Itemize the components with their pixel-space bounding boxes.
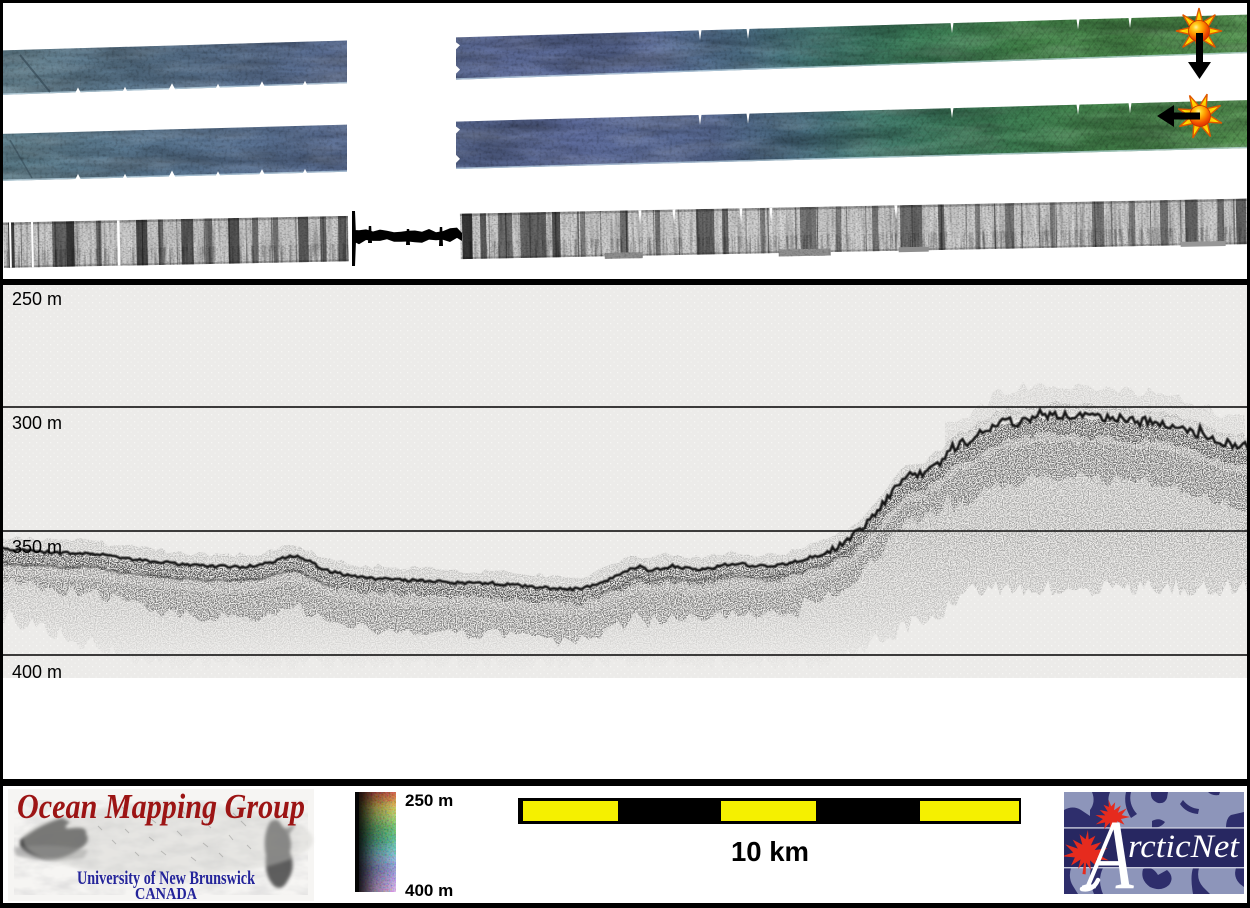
svg-text:A: A (1082, 800, 1135, 903)
svg-text:400 m: 400 m (12, 662, 62, 682)
svg-text:CANADA: CANADA (135, 884, 198, 903)
svg-text:350 m: 350 m (12, 537, 62, 557)
svg-text:400 m: 400 m (405, 881, 453, 900)
svg-text:250 m: 250 m (12, 289, 62, 309)
svg-text:Ocean Mapping Group: Ocean Mapping Group (17, 787, 305, 826)
svg-text:University of New Brunswick: University of New Brunswick (77, 868, 255, 889)
svg-text:250 m: 250 m (405, 791, 453, 810)
svg-text:300 m: 300 m (12, 413, 62, 433)
svg-text:rcticNet: rcticNet (1128, 829, 1240, 865)
svg-text:10 km: 10 km (731, 836, 809, 867)
